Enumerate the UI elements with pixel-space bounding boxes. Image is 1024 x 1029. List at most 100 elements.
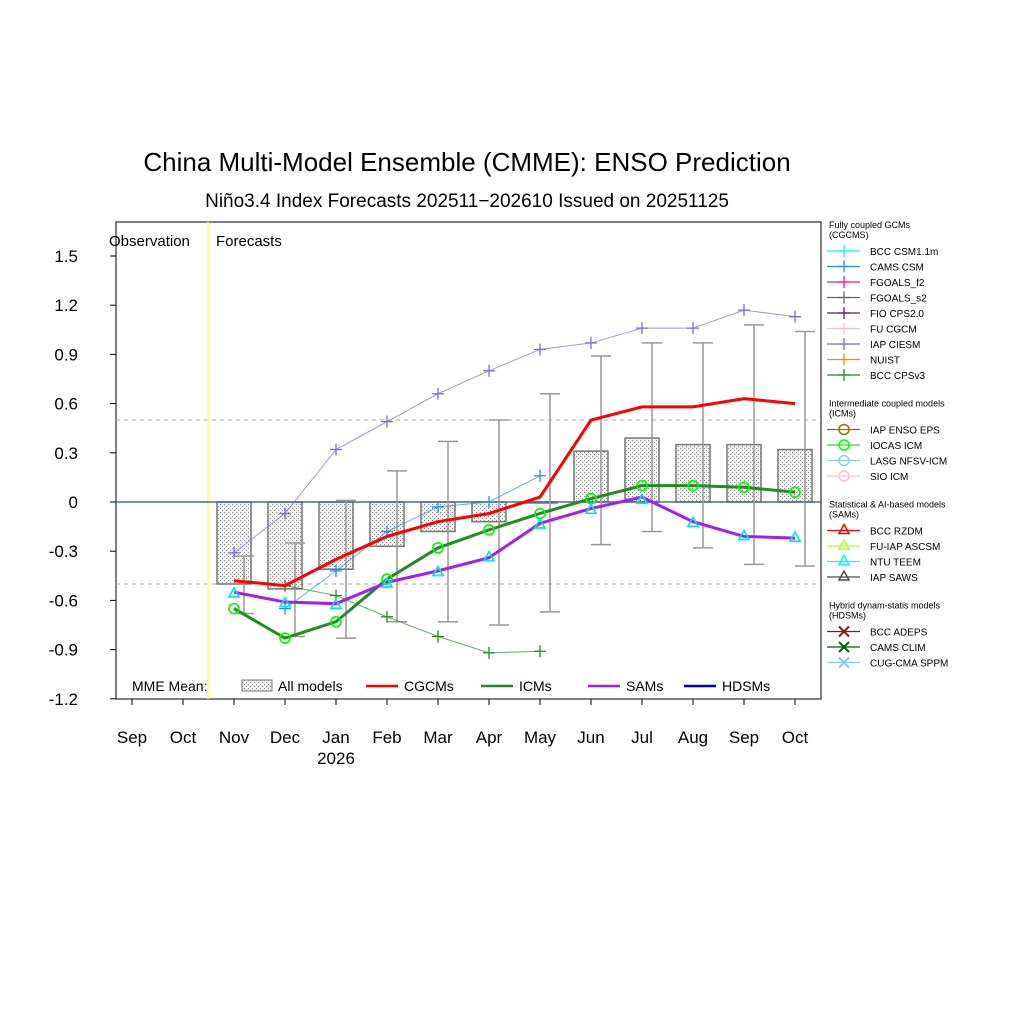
y-tick-label: -0.3 — [49, 542, 78, 561]
forecast-label: Forecasts — [216, 233, 282, 250]
x-tick-label: Feb — [372, 728, 401, 747]
model-line — [284, 475, 541, 610]
legend-group-title: Hybrid dynam-statis models — [829, 601, 941, 611]
model-point — [533, 517, 547, 529]
circle-icon — [838, 470, 850, 482]
legend-label: IAP SAWS — [870, 573, 918, 584]
model-point — [381, 610, 393, 623]
plot-frame — [115, 221, 822, 700]
legend-item: IAP SAWS — [827, 569, 918, 584]
x-tick-label: Oct — [782, 728, 809, 747]
model-point — [431, 564, 445, 577]
circle-icon — [838, 423, 850, 436]
legend-group-abbrev: (ICMs) — [829, 409, 856, 419]
x-tick-label: Oct — [170, 728, 197, 747]
legend-label: FIO CPS2.0 — [870, 309, 924, 320]
legend-item: CAMS CSM — [827, 260, 924, 274]
bar-all-models — [726, 443, 762, 503]
legend-label: BCC ADEPS — [870, 628, 928, 639]
legend-label-cgcms: CGCMs — [404, 678, 454, 694]
model-point — [227, 586, 241, 598]
model-point — [381, 573, 393, 585]
legend-item: NUIST — [827, 353, 900, 367]
legend-label: IAP CIESM — [870, 340, 920, 351]
legend-label: FGOALS_f2 — [870, 278, 925, 289]
x-tick-label: Jul — [631, 728, 653, 747]
legend-label: BCC CPSv3 — [870, 371, 925, 382]
plus-icon — [838, 322, 850, 335]
legend-item: IOCAS ICM — [827, 439, 922, 452]
y-tick-label: -0.9 — [49, 641, 78, 660]
triangle-icon — [837, 553, 851, 566]
x-icon — [838, 656, 850, 669]
plus-icon — [838, 369, 850, 381]
model-point — [635, 492, 649, 505]
legend-label: IAP ENSO EPS — [870, 426, 940, 437]
mme-line-cgcms — [233, 397, 796, 588]
x-tick-label: May — [524, 728, 557, 747]
model-point — [483, 496, 495, 508]
plus-icon — [838, 245, 850, 257]
legend-label: BCC RZDM — [870, 527, 923, 538]
legend-label-icms: ICMs — [519, 678, 552, 694]
legend-group-title: Fully coupled GCMs — [829, 220, 911, 230]
x-tick-label: Sep — [729, 728, 759, 747]
legend-item: FGOALS_s2 — [827, 291, 927, 305]
legend-item: FIO CPS2.0 — [827, 307, 924, 320]
model-point — [432, 500, 444, 513]
x-tick-label: Dec — [270, 728, 301, 747]
model-point — [228, 602, 240, 615]
x-icon — [838, 641, 850, 653]
bar-all-models — [777, 448, 813, 503]
plus-icon — [838, 260, 850, 273]
plus-icon — [838, 276, 850, 288]
model-series-iap-ciesm — [228, 304, 801, 559]
legend-item: BCC CSM1.1m — [827, 245, 938, 258]
chart-subtitle: Niño3.4 Index Forecasts 202511−202610 Is… — [205, 191, 729, 212]
x-tick-label: Nov — [219, 728, 250, 747]
legend-item: SIO ICM — [827, 470, 908, 483]
circle-icon — [838, 454, 850, 467]
chart-title: China Multi-Model Ensemble (CMME): ENSO … — [143, 147, 790, 177]
y-tick-label: 0 — [69, 493, 78, 512]
plus-icon — [838, 353, 850, 366]
model-point — [483, 364, 495, 377]
model-line — [233, 309, 796, 554]
model-point — [432, 630, 444, 643]
legend-group-abbrev: (CGCMS) — [829, 230, 869, 240]
model-point — [432, 387, 444, 400]
legend-label: CUG-CMA SPPM — [870, 659, 948, 670]
model-point — [789, 310, 801, 323]
legend-group-abbrev: (HDSMs) — [829, 611, 866, 621]
model-point — [329, 597, 343, 610]
observation-label: Observation — [109, 233, 190, 250]
model-point — [585, 336, 597, 349]
mme-line-sams — [233, 495, 796, 606]
legend-label: CAMS CLIM — [870, 643, 926, 654]
legend-group-abbrev: (SAMs) — [829, 510, 859, 520]
model-point — [330, 615, 342, 628]
model-point — [483, 646, 495, 659]
legend-item: FGOALS_f2 — [827, 276, 925, 289]
model-point — [279, 507, 291, 520]
y-tick-label: 0.6 — [54, 395, 78, 414]
x-tick-label: Aug — [678, 728, 708, 747]
legend-label-sams: SAMs — [626, 678, 663, 694]
legend-label: NUIST — [870, 356, 900, 367]
plus-icon — [838, 307, 850, 319]
plus-icon — [838, 338, 850, 350]
legend-label: NTU TEEM — [870, 558, 921, 569]
model-point — [330, 443, 342, 456]
model-point — [636, 322, 648, 335]
bar-all-models — [216, 501, 252, 585]
bar-all-models — [369, 501, 405, 548]
plus-icon — [838, 291, 850, 304]
legend-label: BCC CSM1.1m — [870, 247, 938, 258]
legend-item: CUG-CMA SPPM — [827, 656, 948, 670]
triangle-icon — [837, 569, 851, 581]
y-tick-label: 1.5 — [54, 247, 78, 266]
model-point — [228, 546, 240, 559]
legend-label: FU-IAP ASCSM — [870, 542, 940, 553]
model-point — [738, 481, 750, 493]
